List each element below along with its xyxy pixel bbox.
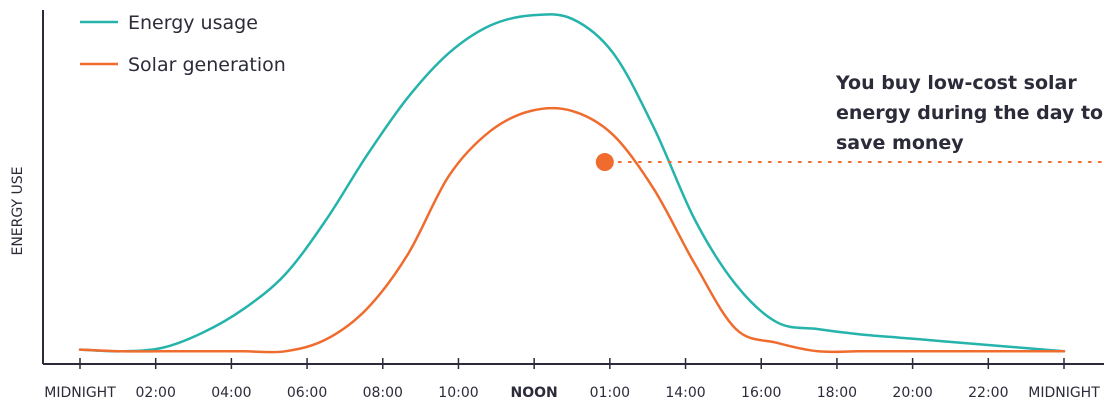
- x-tick-label: 02:00: [136, 385, 176, 401]
- x-tick-label: 10:00: [438, 385, 478, 401]
- x-tick-label: 22:00: [968, 385, 1008, 401]
- energy-usage-line: [78, 13, 1066, 353]
- legend: Energy usage Solar generation: [80, 12, 286, 76]
- axes: [42, 10, 1104, 365]
- x-tick-label: 20:00: [892, 385, 932, 401]
- x-tick-label: 16:00: [741, 385, 781, 401]
- series-lines: [78, 13, 1066, 354]
- x-axis-tick-labels: MIDNIGHT 02:00 04:00 06:00 08:00 10:00 NOON 01:…: [44, 385, 1100, 401]
- x-tick-label: 01:00: [590, 385, 630, 401]
- x-axis-ticks: [79, 358, 1065, 369]
- x-tick-label: MIDNIGHT: [1028, 385, 1100, 401]
- x-tick-label: 14:00: [665, 385, 705, 401]
- x-tick-label: NOON: [511, 385, 558, 401]
- legend-label-solar-generation: Solar generation: [128, 54, 286, 76]
- y-axis-label: ENERGY USE: [10, 166, 26, 255]
- x-tick-label: 18:00: [817, 385, 857, 401]
- x-tick-label: 08:00: [363, 385, 403, 401]
- marker-group: [595, 153, 1105, 172]
- x-tick-label: 06:00: [287, 385, 327, 401]
- annotation-text: You buy low-cost solar energy during the…: [836, 72, 1104, 154]
- x-tick-label: MIDNIGHT: [44, 385, 116, 401]
- solar-generation-line: [78, 106, 1066, 354]
- legend-label-energy-usage: Energy usage: [128, 12, 258, 34]
- x-tick-label: 04:00: [211, 385, 251, 401]
- highlight-marker: [595, 153, 614, 172]
